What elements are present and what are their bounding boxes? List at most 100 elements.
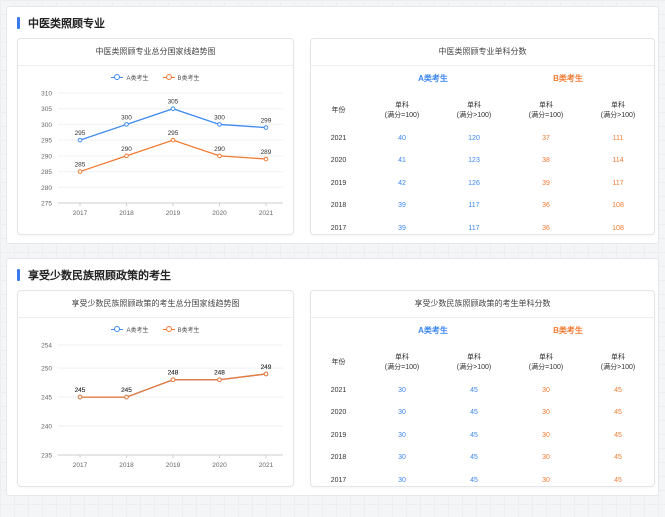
table-row: 2021 30 45 30 45: [311, 379, 654, 402]
data-point[interactable]: [170, 377, 176, 383]
legend-marker-a-icon: [111, 74, 124, 81]
score-cell: 123: [468, 157, 480, 165]
score-cell: 40: [398, 134, 406, 142]
data-point[interactable]: [77, 394, 83, 400]
legend-label-b: B类考生: [177, 76, 200, 82]
year-cell: 2019: [330, 179, 347, 187]
chart-legend: A类考生 B类考生: [18, 325, 293, 334]
x-tick-label: 2021: [259, 210, 274, 217]
score-cell: 45: [614, 454, 622, 462]
year-cell: 2020: [330, 409, 347, 417]
trend-chart-panel: 享受少数民族照顾政策的考生总分国家线趋势图 A类考生 B类考生 235 240 24…: [17, 290, 294, 487]
section-title-text: 享受少数民族照顾政策的考生: [28, 270, 171, 282]
data-label: 245: [121, 387, 132, 394]
legend-marker-a-icon: [111, 326, 124, 333]
x-tick-label: 2020: [212, 462, 227, 469]
trend-chart-panel: 中医类照顾专业总分国家线趋势图 A类考生 B类考生 275 280 285 290 29…: [17, 38, 294, 235]
data-point[interactable]: [124, 122, 129, 127]
data-label: 290: [214, 146, 225, 153]
score-cell: 30: [398, 476, 406, 484]
data-point[interactable]: [217, 377, 222, 383]
x-tick-label: 2017: [73, 462, 88, 469]
legend-item-b[interactable]: B类考生: [162, 73, 200, 82]
score-cell: 45: [470, 454, 478, 462]
legend-label-a: A类考生: [126, 328, 149, 334]
data-label: 289: [261, 149, 272, 156]
legend-item-a[interactable]: A类考生: [111, 325, 149, 334]
legend-item-a[interactable]: A类考生: [111, 73, 149, 82]
chart-title: 享受少数民族照顾政策的考生总分国家线趋势图: [18, 291, 293, 318]
table-row: 2019 42 126 39 117: [311, 172, 654, 195]
year-cell: 2019: [330, 431, 347, 439]
table-header-row: 年份 单科 (满分=100) 单科 (满分>100) 单科 (满分=100) 单科 (满…: [311, 347, 654, 379]
data-point[interactable]: [263, 371, 269, 377]
score-cell: 117: [468, 202, 480, 210]
y-tick-label: 245: [41, 395, 52, 402]
x-tick-label: 2021: [259, 462, 274, 469]
data-label: 249: [261, 364, 272, 371]
score-cell: 45: [614, 409, 622, 417]
year-cell: 2021: [330, 386, 347, 394]
score-cell: 39: [542, 179, 550, 187]
data-point[interactable]: [217, 153, 222, 159]
table-row: 2017 30 45 30 45: [311, 469, 654, 492]
category-header: A类考生 B类考生: [311, 325, 654, 339]
data-point[interactable]: [77, 137, 83, 143]
data-point[interactable]: [124, 153, 129, 159]
section-minority: 享受少数民族照顾政策的考生 享受少数民族照顾政策的考生总分国家线趋势图 A类考生…: [6, 258, 659, 496]
data-label: 249: [261, 364, 272, 371]
y-tick-label: 250: [41, 366, 52, 373]
legend-label-a: A类考生: [126, 76, 149, 82]
x-tick-label: 2018: [119, 210, 134, 217]
legend-item-b[interactable]: B类考生: [162, 325, 200, 334]
data-label: 300: [121, 114, 132, 121]
data-label: 305: [168, 99, 179, 106]
x-tick-label: 2019: [166, 462, 181, 469]
table-row: 2021 40 120 37 111: [311, 127, 654, 150]
data-label: 295: [75, 130, 86, 137]
y-tick-label: 295: [41, 138, 52, 145]
table-row: 2020 41 123 38 114: [311, 150, 654, 173]
table-row: 2020 30 45 30 45: [311, 402, 654, 425]
line-chart: 235 240 245 250 254 2017 2018 2019 2020 2021 245 24…: [41, 343, 283, 469]
score-cell: 45: [470, 409, 478, 417]
score-cell: 41: [398, 157, 406, 165]
data-label: 299: [261, 118, 272, 125]
score-cell: 42: [398, 179, 406, 187]
data-label: 248: [168, 370, 179, 377]
chart-title: 中医类照顾专业总分国家线趋势图: [18, 39, 293, 66]
score-cell: 117: [468, 224, 480, 232]
score-cell: 30: [542, 386, 550, 394]
score-table-panel: 中医类照顾专业单科分数 A类考生 B类考生 年份 单科 (满分=100) 单科 (满…: [310, 38, 655, 235]
data-point[interactable]: [263, 125, 269, 130]
score-cell: 45: [614, 476, 622, 484]
score-table-panel: 享受少数民族照顾政策的考生单科分数 A类考生 B类考生 年份 单科 (满分=100…: [310, 290, 655, 487]
score-cell: 30: [398, 386, 406, 394]
score-cell: 30: [542, 476, 550, 484]
score-cell: 30: [542, 454, 550, 462]
score-cell: 37: [542, 134, 550, 142]
year-header: 年份: [331, 359, 346, 366]
section-title-text: 中医类照顾专业: [28, 18, 105, 30]
x-tick-label: 2018: [119, 462, 134, 469]
data-label: 245: [121, 387, 132, 394]
data-point[interactable]: [170, 137, 176, 143]
score-cell: 38: [542, 157, 550, 165]
data-label: 285: [75, 162, 86, 169]
section-tcm: 中医类照顾专业 中医类照顾专业总分国家线趋势图 A类考生 B类考生 275 280…: [6, 6, 659, 244]
x-tick-label: 2019: [166, 210, 181, 217]
year-header: 年份: [331, 107, 346, 114]
data-point[interactable]: [217, 122, 222, 127]
data-point[interactable]: [263, 156, 269, 162]
year-cell: 2020: [330, 157, 347, 165]
data-point[interactable]: [124, 394, 129, 400]
score-table: 年份 单科 (满分=100) 单科 (满分>100) 单科 (满分=100) 单科 (满…: [311, 95, 654, 240]
score-cell: 45: [614, 431, 622, 439]
section-title: 享受少数民族照顾政策的考生: [17, 268, 171, 282]
y-tick-label: 280: [41, 185, 52, 192]
table-row: 2017 39 117 36 108: [311, 217, 654, 240]
data-point[interactable]: [170, 106, 176, 112]
data-point[interactable]: [77, 169, 83, 174]
y-tick-label: 285: [41, 169, 52, 176]
table-row: 2018 30 45 30 45: [311, 447, 654, 470]
